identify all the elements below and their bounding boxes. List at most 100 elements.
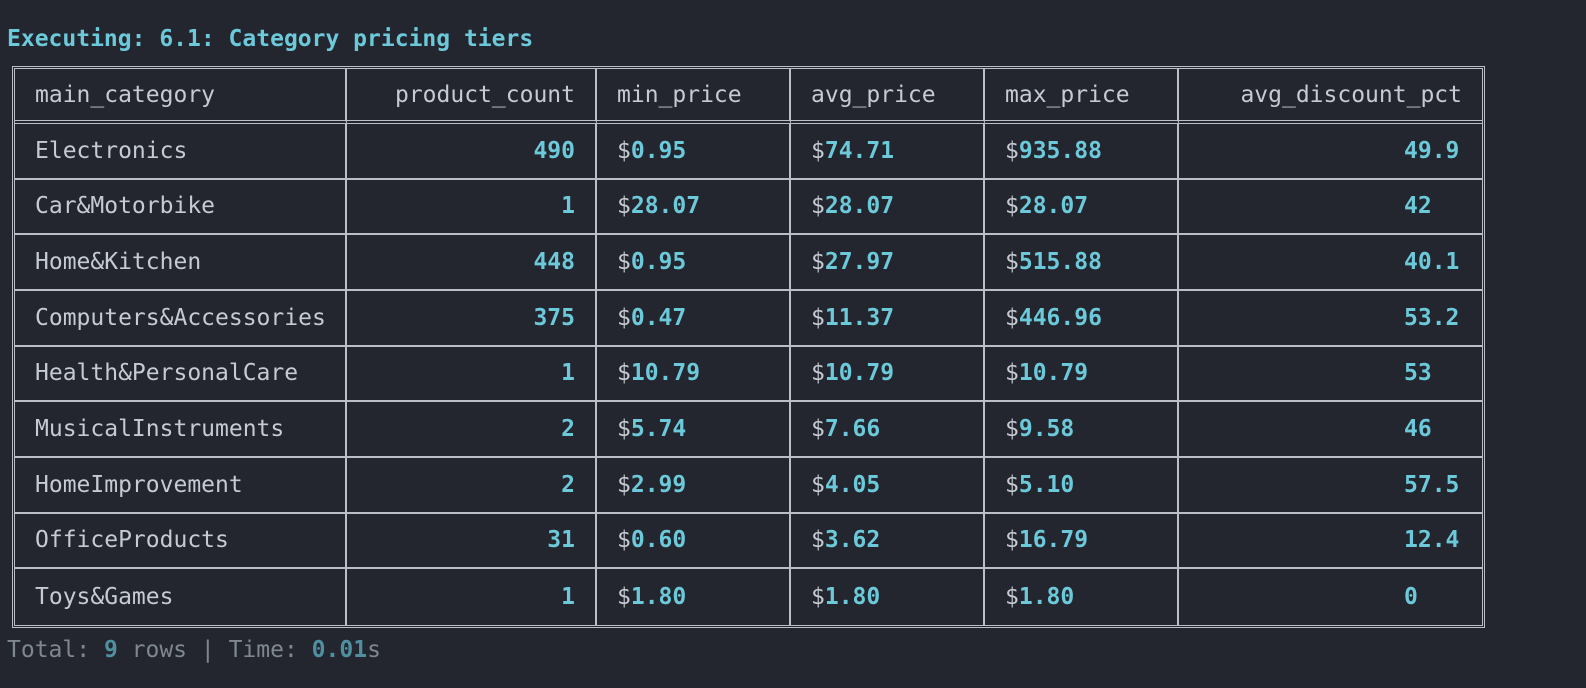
table-cell-main-category: Car&Motorbike [15,179,347,236]
price-value: 7.66 [824,416,881,443]
table-cell-avg-discount-pct: 40.1 [1179,235,1482,291]
discount-value: 53.2 [1404,304,1460,331]
discount-value: 49.9 [1404,137,1460,164]
currency-symbol: $ [1005,527,1019,554]
table-cell-avg-discount-pct: 53.2 [1179,291,1482,347]
table-cell-product-count: 2 [347,402,597,458]
discount-value: 46 [1404,416,1432,443]
currency-symbol: $ [617,249,631,276]
table-cell-product-count: 448 [347,235,597,291]
currency-symbol: $ [617,304,631,331]
table-cell-max-price: $1.80 [985,569,1179,625]
total-label: Total: [7,637,104,663]
currency-symbol: $ [617,471,631,498]
table-cell-max-price: $28.07 [985,179,1179,236]
price-value: 0.95 [630,249,687,276]
currency-symbol: $ [811,416,825,443]
price-value: 935.88 [1018,137,1102,164]
table-cell-avg-price: $28.07 [791,179,985,236]
table-cell-avg-discount-pct: 42 [1179,180,1482,236]
table-cell-avg-price: $10.79 [791,346,985,403]
table-cell-avg-price: $4.05 [791,458,985,514]
table-cell-product-count: 2 [347,458,597,514]
price-value: 0.60 [630,527,687,554]
price-value: 9.58 [1018,416,1075,443]
currency-symbol: $ [811,471,825,498]
table-cell-main-category: Home&Kitchen [15,235,347,291]
price-value: 10.79 [1018,360,1089,387]
column-header-main-category: main_category [15,69,347,124]
table-cell-main-category: Health&PersonalCare [15,346,347,403]
status-footer: Total: 9 rows | Time: 0.01s [7,637,381,663]
price-value: 10.79 [630,360,701,387]
table-cell-max-price: $16.79 [985,513,1179,570]
price-value: 28.07 [824,193,895,220]
currency-symbol: $ [811,584,825,611]
table-cell-max-price: $10.79 [985,346,1179,403]
table-cell-avg-price: $11.37 [791,291,985,347]
column-header-product-count: product_count [347,69,597,124]
table-cell-avg-price: $1.80 [791,569,985,625]
discount-value: 53 [1404,360,1432,387]
price-value: 28.07 [1018,193,1089,220]
table-cell-product-count: 1 [347,569,597,625]
table-cell-min-price: $28.07 [597,179,791,236]
currency-symbol: $ [811,249,825,276]
price-value: 16.79 [1018,527,1089,554]
column-header-avg-price: avg_price [791,69,985,124]
table-cell-max-price: $9.58 [985,402,1179,458]
query-title: Executing: 6.1: Category pricing tiers [7,26,534,52]
currency-symbol: $ [1005,193,1019,220]
table-cell-min-price: $1.80 [597,569,791,625]
table-cell-product-count: 1 [347,346,597,403]
table-cell-main-category: OfficeProducts [15,513,347,570]
result-table: main_category product_count min_price avg_p… [12,66,1485,628]
currency-symbol: $ [1005,304,1019,331]
table-cell-avg-price: $7.66 [791,402,985,458]
discount-value: 42 [1404,193,1432,220]
price-value: 5.10 [1018,471,1075,498]
price-value: 515.88 [1018,249,1102,276]
currency-symbol: $ [811,527,825,554]
table-cell-product-count: 1 [347,179,597,236]
column-header-avg-discount-pct: avg_discount_pct [1179,69,1482,124]
table-cell-main-category: Electronics [15,124,347,180]
table-cell-max-price: $446.96 [985,291,1179,347]
currency-symbol: $ [617,527,631,554]
currency-symbol: $ [811,193,825,220]
currency-symbol: $ [617,416,631,443]
discount-value: 12.4 [1404,527,1460,554]
column-header-min-price: min_price [597,69,791,124]
table-cell-main-category: Computers&Accessories [15,291,347,347]
price-value: 1.80 [630,584,687,611]
table-cell-avg-discount-pct: 53 [1179,347,1482,403]
currency-symbol: $ [617,137,631,164]
currency-symbol: $ [1005,416,1019,443]
table-cell-main-category: MusicalInstruments [15,402,347,458]
table-cell-product-count: 490 [347,124,597,180]
currency-symbol: $ [617,584,631,611]
table-cell-avg-discount-pct: 49.9 [1179,124,1482,180]
currency-symbol: $ [1005,471,1019,498]
discount-value: 57.5 [1404,471,1460,498]
currency-symbol: $ [1005,360,1019,387]
table-cell-avg-discount-pct: 12.4 [1179,514,1482,570]
price-value: 0.95 [630,137,687,164]
table-cell-avg-price: $27.97 [791,235,985,291]
price-value: 4.05 [824,471,881,498]
table-cell-product-count: 31 [347,513,597,570]
table-cell-main-category: HomeImprovement [15,458,347,514]
currency-symbol: $ [1005,249,1019,276]
price-value: 2.99 [630,471,687,498]
currency-symbol: $ [617,193,631,220]
table-cell-avg-price: $3.62 [791,513,985,570]
table-cell-avg-discount-pct: 0 [1179,569,1482,625]
column-header-max-price: max_price [985,69,1179,124]
table-cell-avg-price: $74.71 [791,124,985,180]
price-value: 5.74 [630,416,687,443]
table-cell-max-price: $515.88 [985,235,1179,291]
discount-value: 0 [1404,584,1418,611]
table-cell-min-price: $0.60 [597,513,791,570]
currency-symbol: $ [1005,584,1019,611]
price-value: 1.80 [1018,584,1075,611]
